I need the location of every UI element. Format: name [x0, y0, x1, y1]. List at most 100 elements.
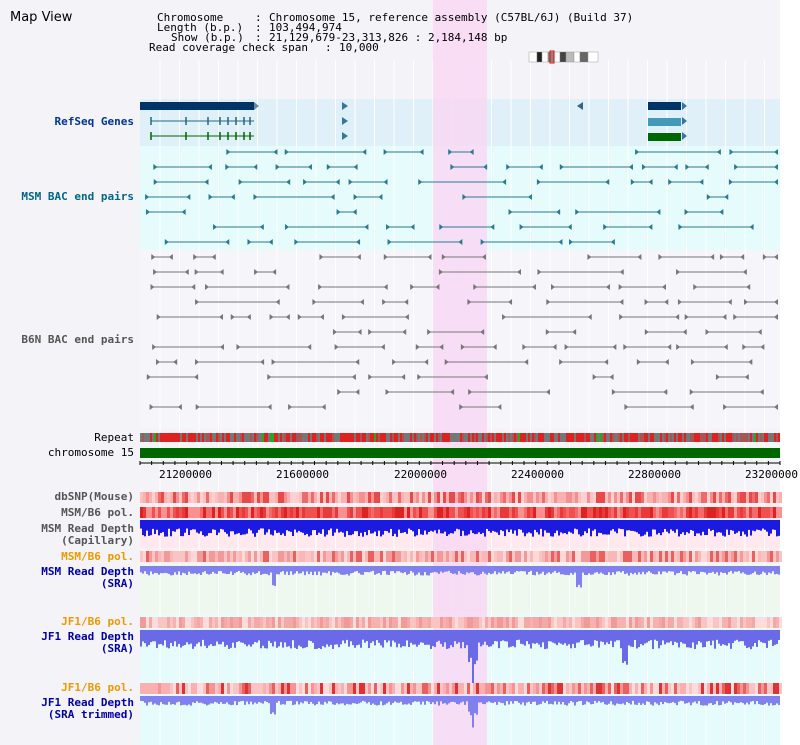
heat-cell — [221, 551, 224, 562]
heat-cell — [566, 683, 569, 694]
depth-bar — [398, 520, 400, 530]
b6n-bac-label[interactable]: B6N BAC end pairs — [21, 333, 134, 346]
depth-bar — [680, 696, 682, 701]
depth-bar — [542, 696, 544, 702]
depth-bar — [322, 696, 324, 705]
depth-bar — [402, 696, 404, 705]
dbsnp-label[interactable]: dbSNP(Mouse) — [54, 490, 134, 503]
depth-bar — [330, 630, 332, 645]
repeat-segment — [410, 433, 412, 442]
heat-cell — [437, 507, 440, 518]
depth-bar — [218, 696, 220, 704]
depth-bar — [420, 630, 422, 643]
msm-bac-pair-end — [439, 224, 444, 230]
heat-cell — [248, 551, 251, 562]
depth-bar — [758, 696, 760, 705]
repeat-segment — [654, 433, 656, 442]
depth-bar — [368, 520, 370, 531]
depth-bar — [358, 520, 360, 537]
repeat-segment — [328, 433, 330, 442]
depth-bar — [498, 520, 500, 535]
b6n-bac-pair-end — [675, 314, 680, 320]
heat-cell — [413, 617, 416, 628]
heat-cell — [314, 551, 317, 562]
repeat-segment — [706, 433, 708, 442]
msm-pol-label[interactable]: MSM/B6 pol. — [61, 506, 134, 519]
refseq-label[interactable]: RefSeq Genes — [54, 115, 134, 128]
heat-cell — [515, 492, 518, 503]
depth-bar — [234, 520, 236, 535]
depth-bar — [582, 696, 584, 705]
depth-bar — [682, 696, 684, 702]
heat-cell — [770, 492, 773, 503]
depth-bar — [430, 696, 432, 705]
depth-bar — [208, 566, 210, 575]
depth-bar — [718, 520, 720, 533]
heat-cell — [608, 617, 611, 628]
colon: : — [255, 21, 262, 34]
heat-cell — [683, 551, 686, 562]
depth-bar — [576, 566, 578, 588]
depth-bar — [724, 696, 726, 704]
depth-bar — [300, 566, 302, 574]
msm-pol-label-2[interactable]: MSM/B6 pol. — [61, 550, 134, 563]
depth-bar — [680, 566, 682, 572]
jf1-pol-label-2[interactable]: JF1/B6 pol. — [61, 681, 134, 694]
depth-bar — [230, 696, 232, 706]
jf1-depth-label[interactable]: JF1 Read Depth — [41, 630, 134, 643]
heat-cell — [731, 551, 734, 562]
depth-bar — [378, 566, 380, 573]
msm-depth-sra-label[interactable]: MSM Read Depth — [41, 565, 134, 578]
depth-bar — [412, 566, 414, 573]
depth-bar — [440, 520, 442, 534]
repeat-segment — [378, 433, 380, 442]
heat-cell — [323, 551, 326, 562]
depth-bar — [326, 696, 328, 704]
msm-depth-cap-label[interactable]: MSM Read Depth — [41, 522, 134, 535]
depth-bar — [560, 520, 562, 533]
depth-bar — [602, 696, 604, 702]
b6n-bac-pair-end — [722, 314, 727, 320]
depth-bar — [246, 696, 248, 702]
depth-bar — [696, 520, 698, 534]
repeat-segment — [664, 433, 666, 442]
b6n-bac-pair-end — [382, 299, 387, 305]
repeat-segment — [308, 433, 310, 442]
depth-bar — [590, 566, 592, 575]
repeat-segment — [158, 433, 160, 442]
heat-cell — [440, 551, 443, 562]
msm-bac-label[interactable]: MSM BAC end pairs — [21, 190, 134, 203]
heat-cell — [155, 551, 158, 562]
msm-bac-pair-end — [508, 209, 513, 215]
depth-bar — [552, 520, 554, 537]
repeat-segment — [624, 433, 626, 442]
heat-cell — [347, 683, 350, 694]
b6n-bac-pair-end — [517, 269, 522, 275]
depth-bar — [494, 566, 496, 572]
depth-bar — [178, 520, 180, 529]
depth-bar — [598, 630, 600, 648]
jf1-pol-label[interactable]: JF1/B6 pol. — [61, 615, 134, 628]
depth-bar — [622, 520, 624, 530]
depth-bar — [694, 630, 696, 649]
depth-bar — [290, 696, 292, 701]
span-label: Read coverage check span — [149, 41, 308, 54]
heat-cell — [140, 551, 143, 562]
depth-bar — [388, 696, 390, 702]
depth-bar — [352, 520, 354, 535]
heat-cell — [509, 492, 512, 503]
jf1-trim-label[interactable]: JF1 Read Depth — [41, 696, 134, 709]
heat-cell — [410, 683, 413, 694]
depth-bar — [564, 566, 566, 575]
heat-cell — [320, 551, 323, 562]
depth-bar — [140, 630, 142, 647]
repeat-segment — [726, 433, 728, 442]
heat-cell — [623, 683, 626, 694]
heat-cell — [239, 551, 242, 562]
repeat-segment — [362, 433, 364, 442]
heat-cell — [512, 683, 515, 694]
heat-cell — [536, 551, 539, 562]
repeat-segment — [182, 433, 184, 442]
depth-bar — [416, 566, 418, 575]
